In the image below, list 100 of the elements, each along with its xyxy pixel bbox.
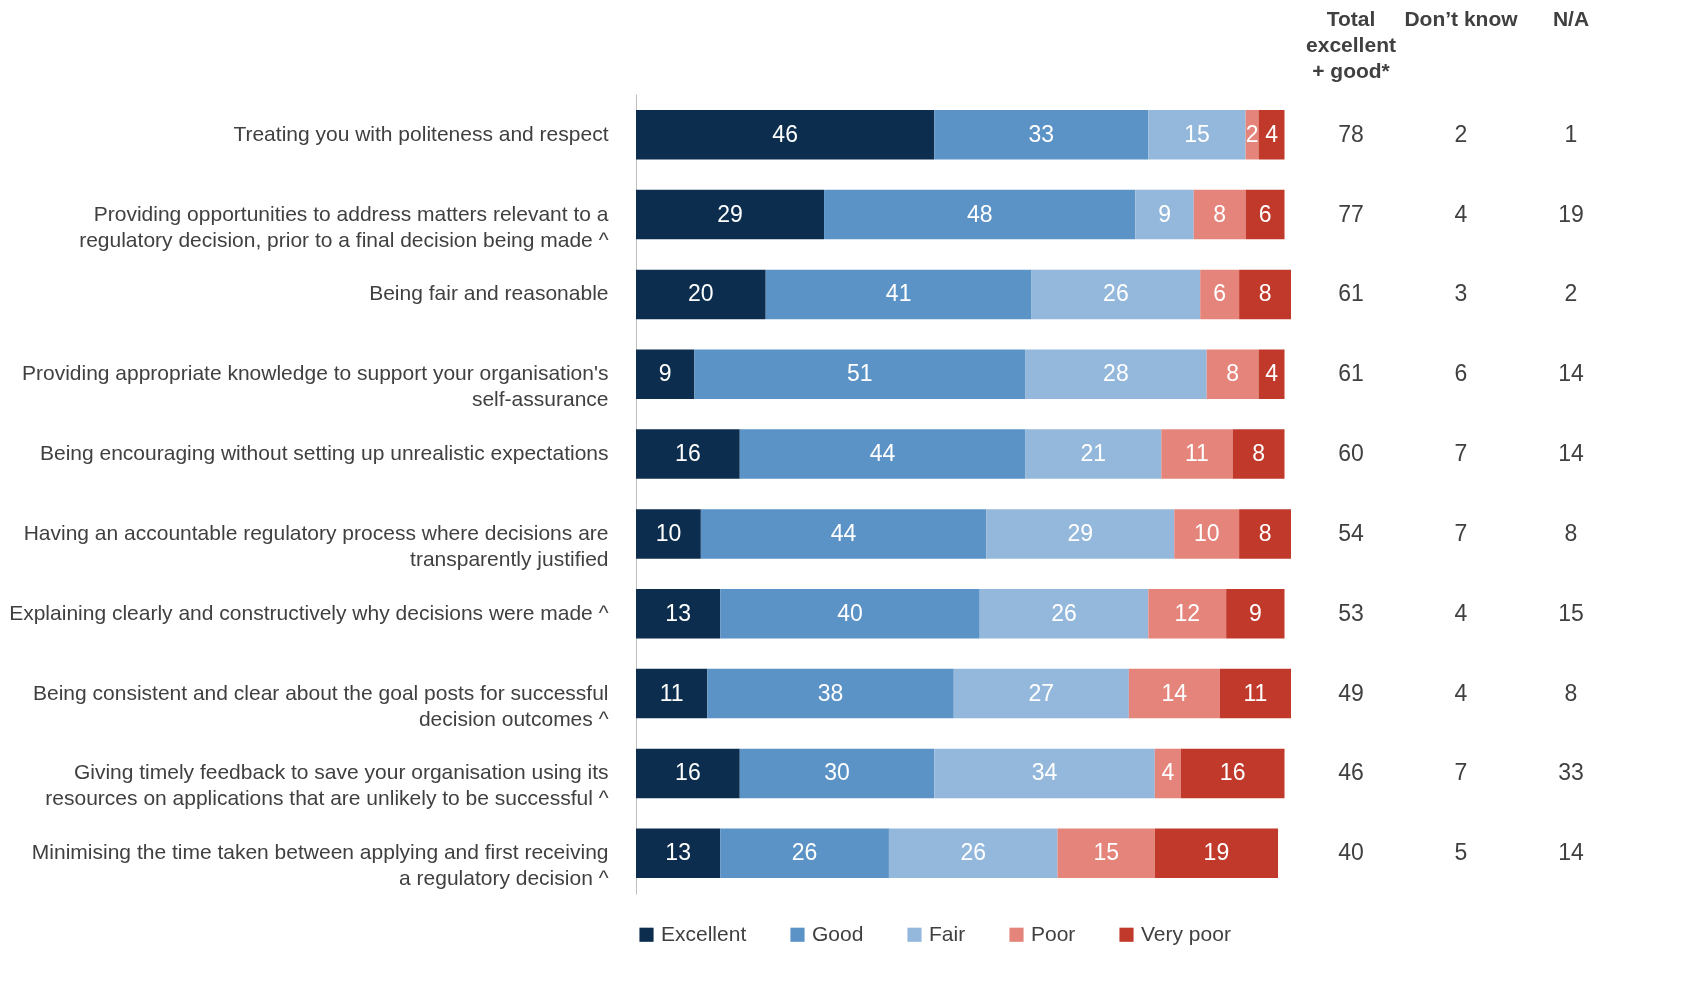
bar xyxy=(636,589,721,639)
data-label: 8 xyxy=(1213,200,1227,227)
y-tick-label: Being consistent and clear about the goal posts for successful decision outcomes ^ xyxy=(32,680,609,730)
data-label: 14 xyxy=(1558,360,1584,387)
data-label: 29 xyxy=(1067,519,1094,546)
data-label: 26 xyxy=(1051,599,1077,626)
data-label: 54 xyxy=(1338,519,1364,546)
legend-label: Good xyxy=(812,921,864,945)
bar xyxy=(700,509,987,559)
data-label: 16 xyxy=(675,759,701,786)
data-label: 34 xyxy=(1031,759,1058,786)
bar xyxy=(979,589,1149,639)
legend-label: Very poor xyxy=(1141,921,1231,945)
bar xyxy=(934,748,1155,799)
data-label: 16 xyxy=(675,440,701,467)
bar xyxy=(1174,509,1240,559)
data-label: 14 xyxy=(1558,440,1584,467)
data-label: 14 xyxy=(1558,839,1584,866)
data-label: 16 xyxy=(1219,759,1246,786)
x-tick-label: N/A xyxy=(1552,6,1590,30)
bar xyxy=(1031,269,1201,320)
bar xyxy=(636,668,708,719)
data-label: 4 xyxy=(1265,120,1279,147)
y-tick-label: Minimising the time taken between applying and first receiving a regulatory decision ^ xyxy=(31,840,609,890)
data-label: 2 xyxy=(1245,120,1259,147)
data-label: 15 xyxy=(1184,120,1210,147)
data-label: 11 xyxy=(1185,440,1209,467)
data-label: 10 xyxy=(655,519,682,546)
data-label: 19 xyxy=(1203,839,1230,866)
bar xyxy=(1135,189,1194,240)
data-label: 14 xyxy=(1161,679,1188,706)
bar xyxy=(694,349,1026,399)
data-label: 46 xyxy=(772,120,798,147)
y-tick-label: Explaining clearly and constructively why decisions were made ^ xyxy=(9,600,609,624)
data-label: 11 xyxy=(659,679,684,706)
bar xyxy=(636,748,740,799)
data-label: 21 xyxy=(1080,440,1106,467)
data-label: 60 xyxy=(1338,440,1364,467)
y-tick-label: Being encouraging without setting up unrealistic expectations xyxy=(39,441,609,465)
bar xyxy=(720,828,889,879)
data-label: 6 xyxy=(1454,360,1468,387)
data-label: 13 xyxy=(665,839,691,866)
data-label: 6 xyxy=(1258,200,1272,227)
bar xyxy=(636,828,721,879)
legend-label: Poor xyxy=(1031,921,1076,945)
bar xyxy=(1226,589,1285,639)
bar xyxy=(739,748,935,799)
data-label: 1 xyxy=(1564,120,1578,147)
x-tick-label: Total excellent + good* xyxy=(1306,6,1396,82)
data-label: 26 xyxy=(791,839,818,866)
bar xyxy=(1200,269,1240,320)
bar xyxy=(1154,828,1279,879)
data-label: 29 xyxy=(717,200,743,227)
data-label: 8 xyxy=(1564,519,1578,546)
data-label: 12 xyxy=(1174,599,1201,626)
bar xyxy=(636,269,766,320)
bar xyxy=(1025,349,1207,399)
bar xyxy=(1206,349,1259,399)
y-tick-label: Having an accountable regulatory process where decisions are transparently justified xyxy=(23,520,609,570)
data-label: 26 xyxy=(1103,280,1129,307)
bar xyxy=(934,109,1149,160)
data-label: 30 xyxy=(824,759,850,786)
data-label: 6 xyxy=(1213,280,1227,307)
bar xyxy=(888,828,1058,879)
data-label: 27 xyxy=(1028,679,1055,706)
data-label: 26 xyxy=(960,839,987,866)
data-label: 8 xyxy=(1564,679,1578,706)
data-label: 38 xyxy=(817,679,844,706)
data-label: 40 xyxy=(837,599,863,626)
bar xyxy=(1161,429,1233,479)
data-label: 41 xyxy=(885,280,912,307)
data-label: 8 xyxy=(1226,360,1240,387)
data-label: 3 xyxy=(1454,280,1468,307)
data-label: 4 xyxy=(1454,599,1468,626)
data-label: 51 xyxy=(846,360,873,387)
data-label: 33 xyxy=(1028,120,1055,147)
bar xyxy=(1245,189,1285,240)
bar xyxy=(1148,589,1227,639)
data-label: 8 xyxy=(1252,440,1265,467)
data-label: 44 xyxy=(869,440,896,467)
data-label: 53 xyxy=(1338,599,1364,626)
bar xyxy=(707,668,954,719)
y-tick-label: Providing appropriate knowledge to support your organisation's self-assurance xyxy=(21,361,609,411)
data-label: 28 xyxy=(1103,360,1129,387)
bar xyxy=(1193,189,1246,240)
data-label: 61 xyxy=(1338,360,1364,387)
data-label: 8 xyxy=(1258,280,1272,307)
bar xyxy=(636,109,935,160)
bar xyxy=(953,668,1129,719)
data-label: 9 xyxy=(1248,599,1262,626)
bar xyxy=(1148,109,1246,160)
data-label: 77 xyxy=(1338,200,1364,227)
data-label: 20 xyxy=(688,280,714,307)
data-label: 7 xyxy=(1454,519,1468,546)
data-label: 7 xyxy=(1454,759,1468,786)
bar xyxy=(1128,668,1220,719)
bar xyxy=(1025,429,1162,479)
data-label: 9 xyxy=(1158,200,1171,227)
bar xyxy=(1232,429,1285,479)
data-label: 10 xyxy=(1193,519,1220,546)
